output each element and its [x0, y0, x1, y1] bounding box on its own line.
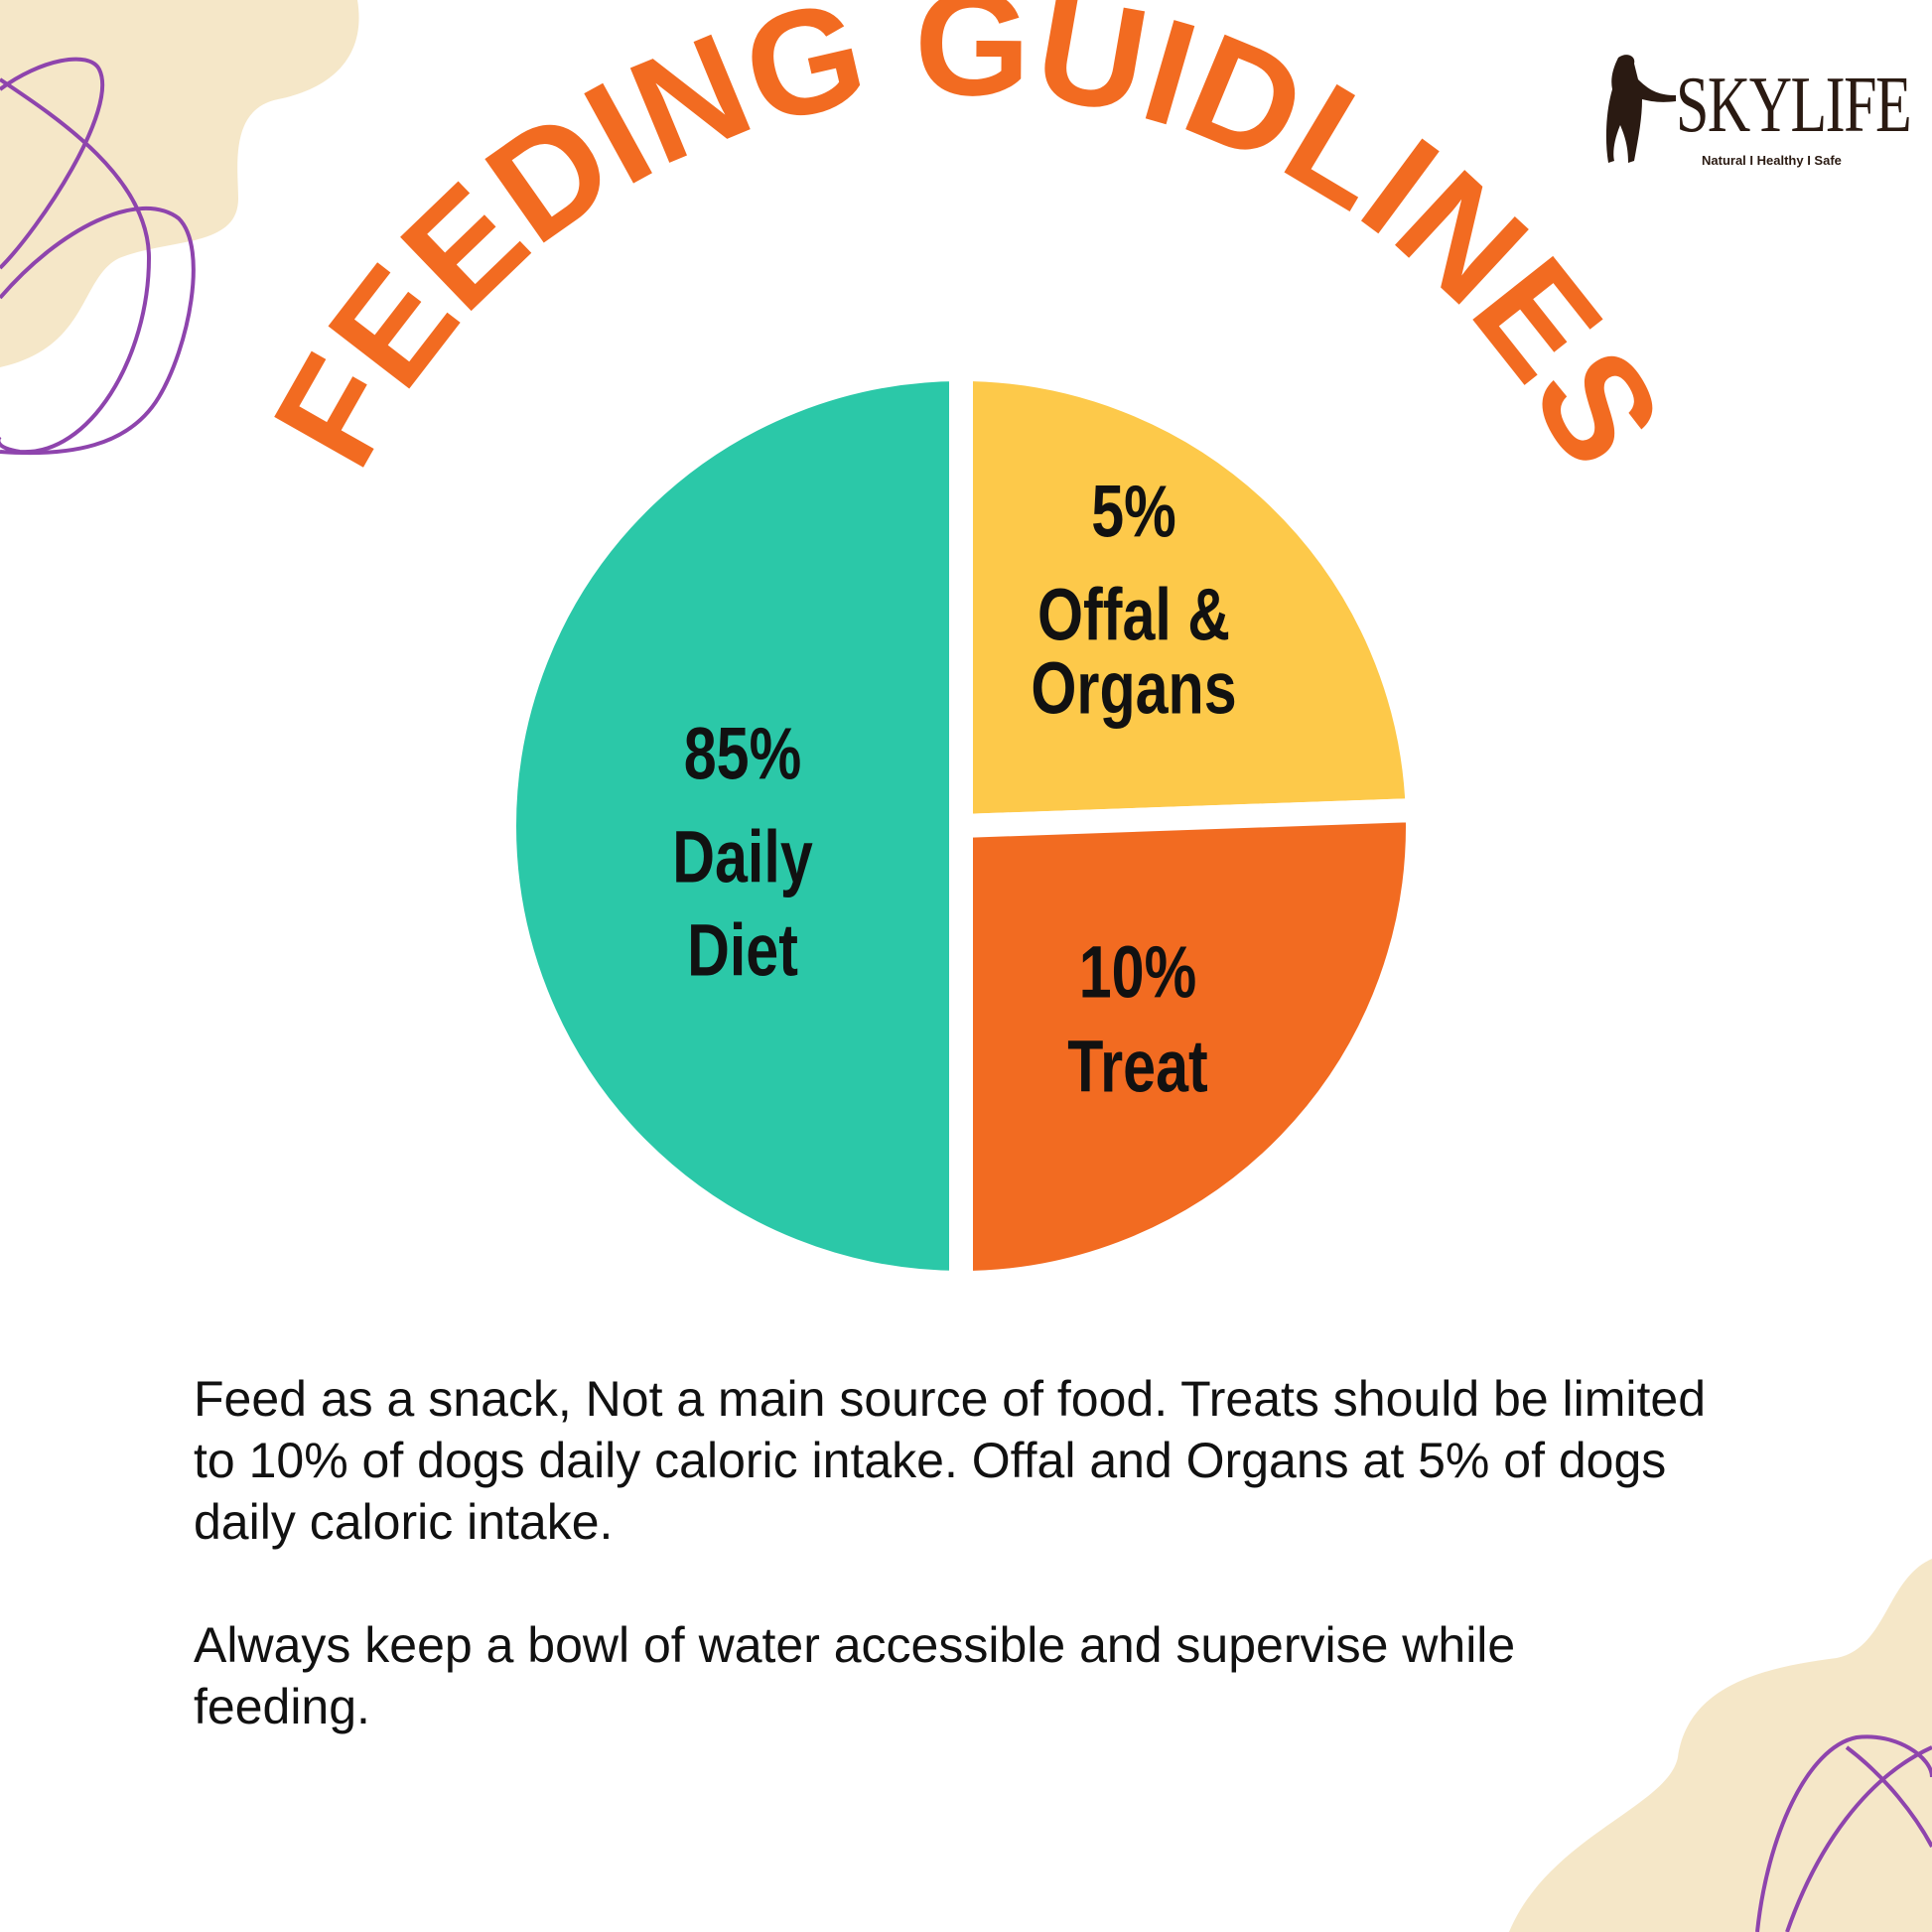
slice-label-daily: Daily — [672, 815, 813, 898]
purple-scribble-bottom-right — [1755, 1734, 1932, 1932]
slice-percent-daily-diet: 85% — [683, 712, 802, 795]
brand-logo: SKYLIFE Natural I Healthy I Safe — [1598, 50, 1912, 174]
feeding-note-paragraph: Feed as a snack, Not a main source of fo… — [194, 1371, 1707, 1550]
slice-percent-treat: 10% — [1078, 930, 1197, 1014]
slice-label-organs: Organs — [1031, 646, 1237, 730]
brand-tagline: Natural I Healthy I Safe — [1702, 153, 1842, 168]
water-note-paragraph: Always keep a bowl of water accessible a… — [194, 1617, 1516, 1734]
pie-slice-offal-organs — [949, 356, 1431, 839]
pie-slice-treat — [949, 797, 1430, 1296]
slice-label-treat: Treat — [1067, 1025, 1208, 1108]
pie-slice-daily-diet — [492, 356, 973, 1296]
dog-logo-icon — [1605, 55, 1676, 163]
pie-chart — [492, 356, 1431, 1296]
slice-label-diet: Diet — [687, 908, 798, 992]
brand-name: SKYLIFE — [1676, 62, 1912, 149]
slice-percent-offal: 5% — [1091, 470, 1176, 553]
beige-blob-top-left — [0, 0, 359, 367]
slice-label-offal: Offal & — [1036, 573, 1231, 656]
purple-scribble-top-left — [0, 57, 196, 456]
beige-blob-bottom-right — [1509, 1559, 1932, 1932]
